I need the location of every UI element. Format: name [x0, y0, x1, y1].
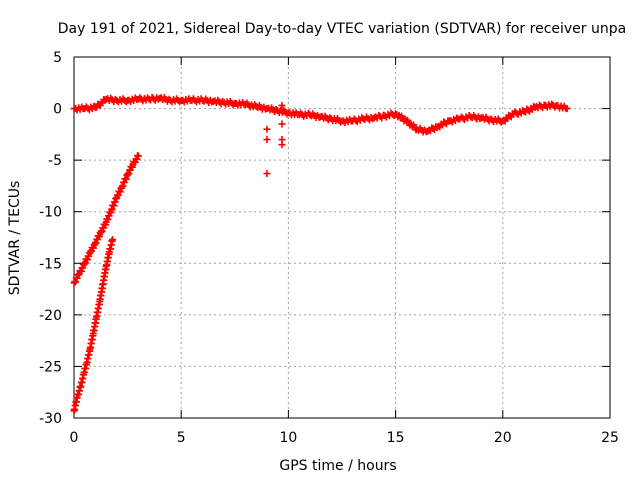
series-lower-ramp	[70, 236, 117, 415]
data-point	[263, 136, 271, 144]
x-tick-label: 20	[494, 430, 512, 446]
y-tick-label: 5	[53, 50, 62, 66]
y-tick-labels: 5 0 -5 -10 -15 -20 -25 -30	[39, 50, 62, 427]
data-markers	[70, 93, 571, 415]
chart-title: Day 191 of 2021, Sidereal Day-to-day VTE…	[58, 21, 626, 37]
series-main-trace	[70, 93, 571, 136]
y-tick-label: -30	[39, 411, 62, 427]
x-tick-label: 25	[601, 430, 619, 446]
y-axis-label: SDTVAR / TECUs	[7, 181, 23, 296]
y-tick-label: -20	[39, 308, 62, 324]
grid	[74, 57, 610, 418]
data-point	[109, 236, 117, 244]
y-tick-label: -15	[39, 256, 62, 272]
series-upper-ramp	[70, 152, 142, 287]
y-tick-label: -25	[39, 359, 62, 375]
y-tick-label: -5	[48, 153, 62, 169]
data-point	[134, 152, 142, 160]
x-axis-label: GPS time / hours	[279, 458, 396, 474]
axis-ticks	[73, 56, 611, 419]
data-point	[563, 105, 571, 113]
data-point	[278, 101, 286, 109]
y-tick-label: -10	[39, 205, 62, 221]
x-tick-labels: 0 5 10 15 20 25	[70, 430, 619, 446]
x-tick-label: 10	[279, 430, 297, 446]
data-point	[263, 125, 271, 133]
plot-frame	[73, 56, 611, 419]
x-tick-label: 0	[70, 430, 79, 446]
series-outliers	[263, 101, 286, 178]
y-tick-label: 0	[53, 102, 62, 118]
data-point	[278, 120, 286, 128]
x-tick-label: 5	[177, 430, 186, 446]
x-tick-label: 15	[387, 430, 405, 446]
data-point	[263, 170, 271, 178]
data-point	[278, 141, 286, 149]
